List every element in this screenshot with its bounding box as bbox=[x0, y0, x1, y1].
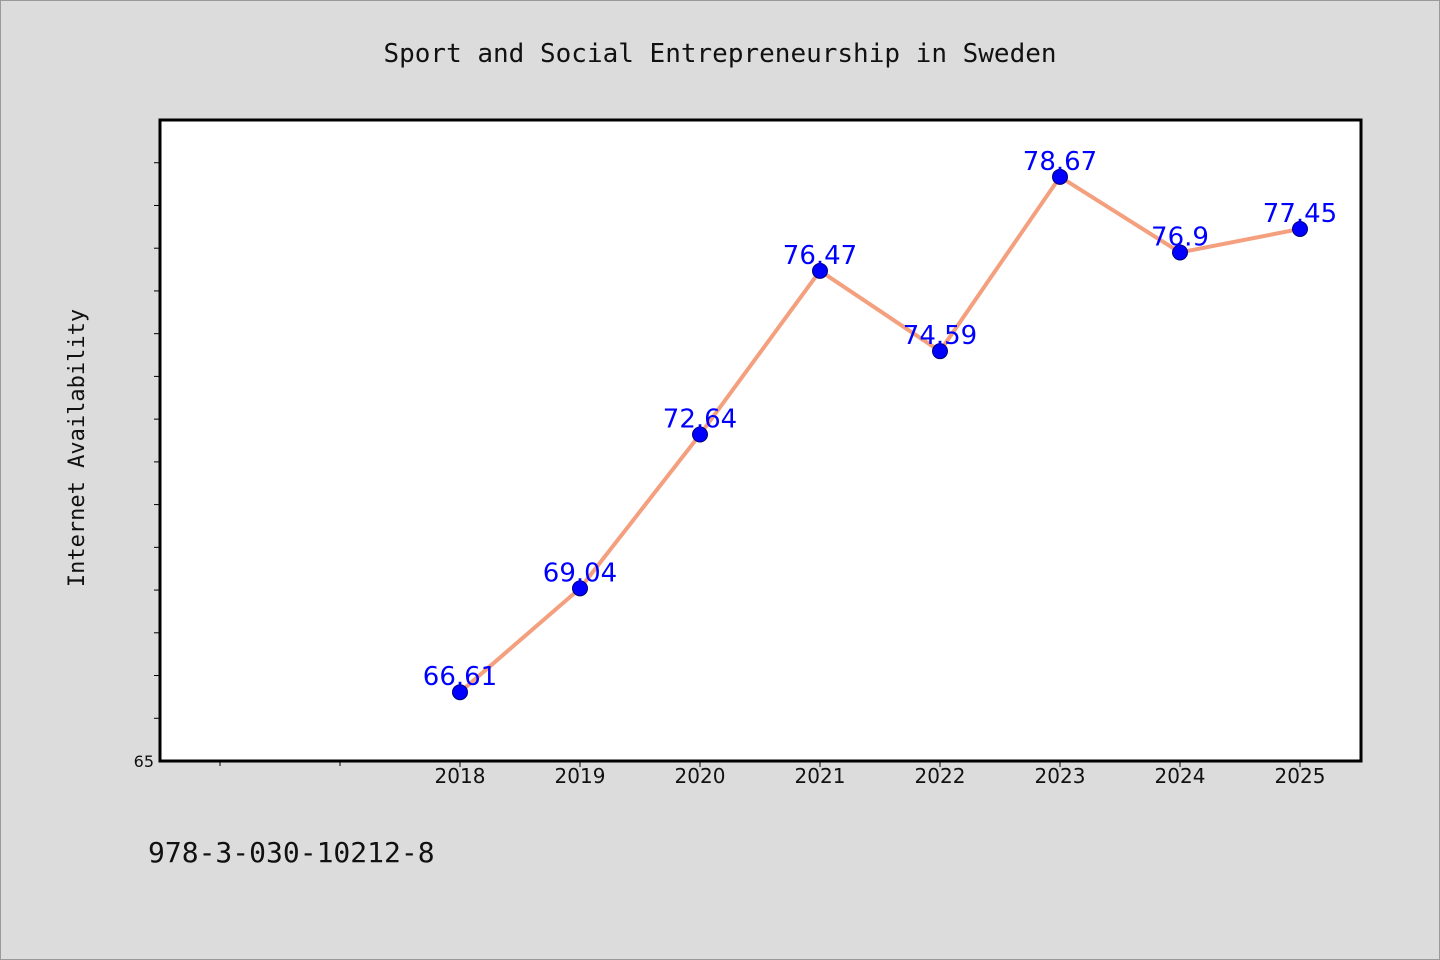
series-group bbox=[452, 168, 1308, 701]
y-axis-label: Internet Availability bbox=[65, 309, 90, 587]
data-label: 76.9 bbox=[1151, 222, 1209, 252]
chart-title: Sport and Social Entrepreneurship in Swe… bbox=[383, 39, 1056, 69]
data-label: 66.61 bbox=[423, 662, 497, 692]
data-point bbox=[1052, 168, 1068, 185]
data-labels-group: 66.61 69.04 72.64 76.47 74.59 78.67 76.9 77.45 bbox=[423, 147, 1337, 692]
x-tick-label: 2021 bbox=[795, 764, 846, 788]
data-point bbox=[572, 580, 588, 597]
data-label: 76.47 bbox=[783, 241, 857, 271]
data-point bbox=[812, 262, 828, 279]
axes: 65 2018 2019 2020 2021 2022 2023 2024 2025 bbox=[134, 162, 1326, 788]
data-point bbox=[452, 684, 468, 701]
data-point bbox=[1292, 220, 1308, 237]
x-tick-label: 2019 bbox=[555, 764, 606, 788]
x-tick-label: 2024 bbox=[1155, 764, 1206, 788]
data-label: 69.04 bbox=[543, 558, 617, 588]
data-label: 77.45 bbox=[1263, 199, 1337, 229]
data-point bbox=[932, 343, 948, 360]
y-tick-label: 65 bbox=[134, 752, 154, 771]
data-label: 72.64 bbox=[663, 405, 737, 435]
data-point bbox=[692, 426, 708, 443]
isbn-text: 978-3-030-10212-8 bbox=[148, 836, 435, 869]
x-tick-label: 2022 bbox=[915, 764, 966, 788]
data-label: 78.67 bbox=[1023, 147, 1097, 177]
series-line bbox=[458, 174, 1302, 695]
data-point bbox=[1172, 244, 1188, 261]
x-tick-label: 2018 bbox=[435, 764, 486, 788]
x-tick-label: 2023 bbox=[1035, 764, 1086, 788]
x-tick-label: 2020 bbox=[675, 764, 726, 788]
data-label: 74.59 bbox=[903, 321, 977, 351]
x-tick-label: 2025 bbox=[1275, 764, 1326, 788]
plot-area bbox=[158, 118, 1363, 763]
